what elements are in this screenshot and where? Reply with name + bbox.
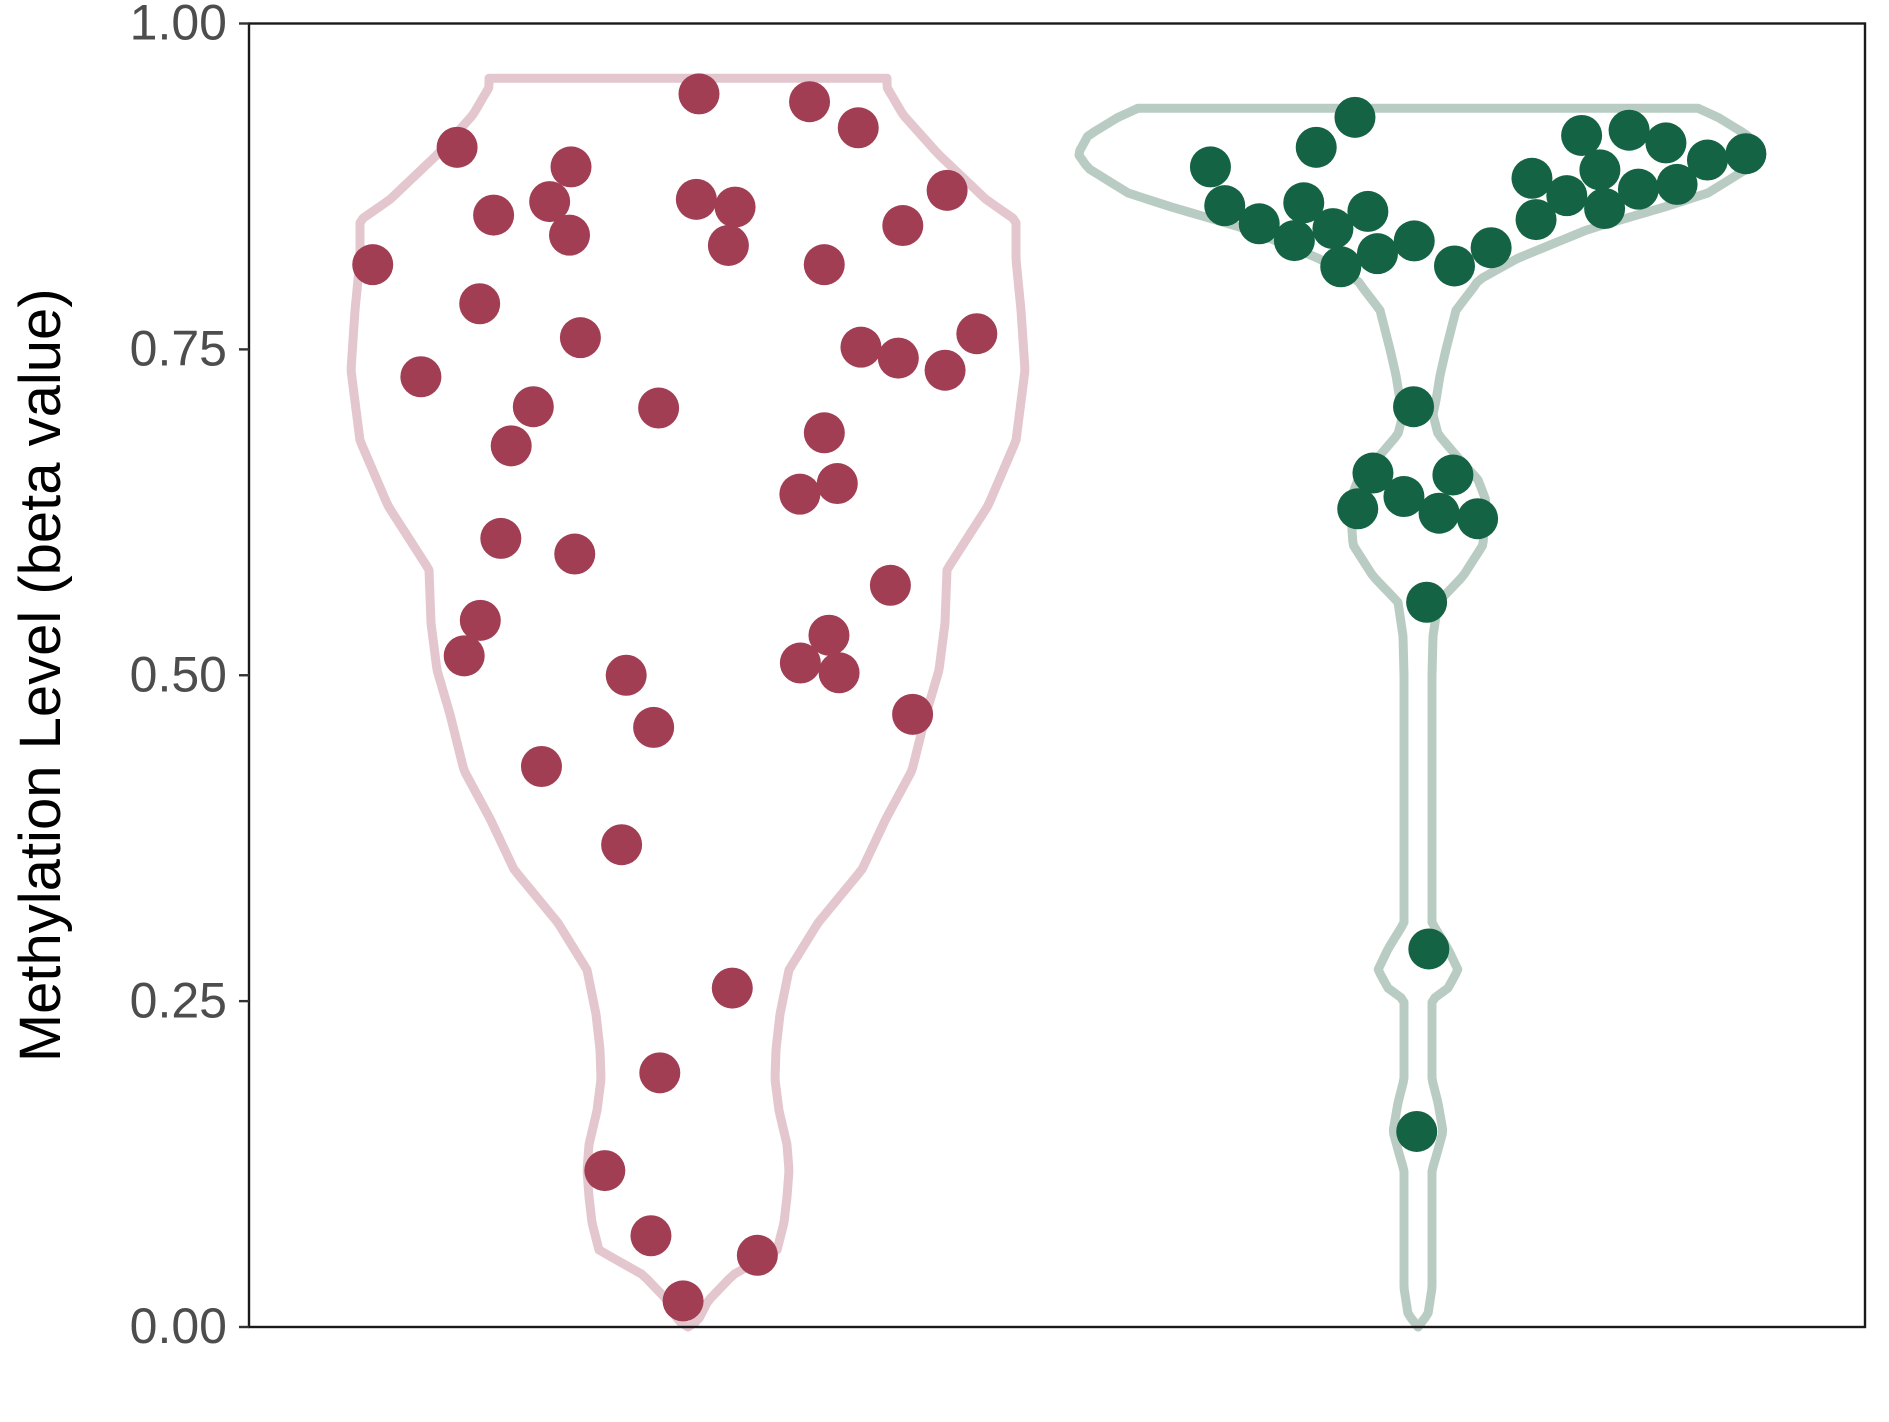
svg-text:0.50: 0.50 [130, 646, 227, 702]
svg-text:0.00: 0.00 [130, 1298, 227, 1354]
svg-text:Methylation Level (beta value): Methylation Level (beta value) [8, 288, 73, 1062]
svg-text:1.00: 1.00 [130, 0, 227, 51]
svg-text:0.25: 0.25 [130, 972, 227, 1028]
svg-text:0.75: 0.75 [130, 321, 227, 377]
